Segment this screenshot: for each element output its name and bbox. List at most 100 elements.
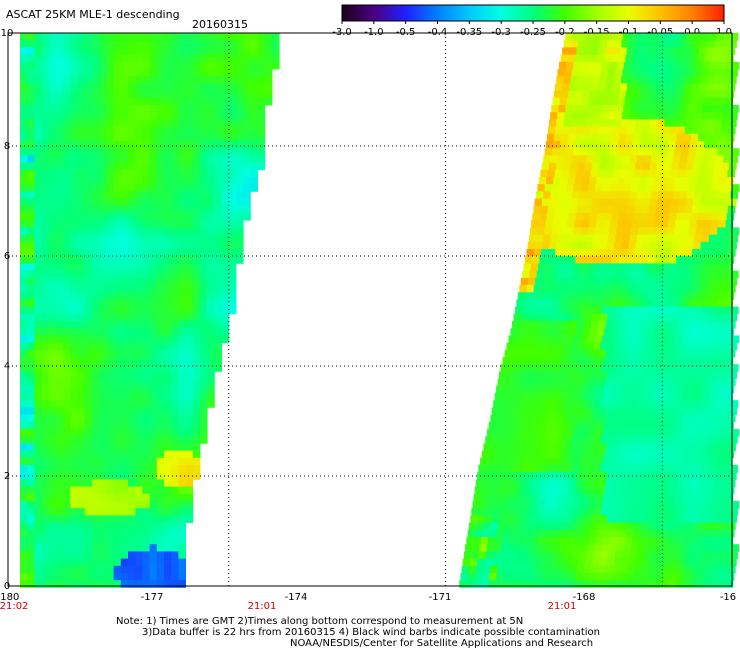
swath-cell <box>694 33 703 41</box>
swath-cell <box>488 537 496 545</box>
swath-cell <box>567 141 575 149</box>
swath-cell <box>618 213 627 221</box>
swath-cell <box>99 436 107 444</box>
swath-cell <box>543 306 552 315</box>
swath-cell <box>250 69 258 77</box>
swath-cell <box>70 457 78 466</box>
swath-cell <box>713 378 722 387</box>
swath-cell <box>499 551 508 559</box>
swath-cell <box>694 508 703 516</box>
swath-cell <box>580 148 589 156</box>
swath-cell <box>684 522 693 531</box>
swath-cell <box>99 573 107 581</box>
swath-cell <box>84 227 93 235</box>
swath-cell <box>106 285 114 293</box>
swath-cell <box>639 493 647 502</box>
swath-cell <box>719 573 728 581</box>
swath-cell <box>185 349 194 358</box>
swath-cell <box>662 169 671 178</box>
swath-cell <box>135 191 143 199</box>
swath-cell <box>535 407 543 415</box>
swath-cell <box>704 220 712 228</box>
swath-cell <box>34 198 42 207</box>
swath-cell <box>513 371 521 379</box>
swath-cell <box>113 565 122 574</box>
swath-cell <box>592 241 601 250</box>
swath-cell <box>113 328 122 336</box>
swath-cell <box>207 285 215 293</box>
swath-cell <box>171 105 179 113</box>
swath-cell <box>149 493 158 502</box>
swath-cell <box>221 292 230 300</box>
swath-cell <box>106 299 114 307</box>
swath-cell <box>712 292 720 300</box>
swath-cell <box>135 493 143 502</box>
swath-cell <box>135 385 143 394</box>
swath-cell <box>84 378 93 387</box>
swath-cell <box>128 328 136 336</box>
swath-cell <box>20 119 28 127</box>
swath-cell <box>171 112 179 120</box>
swath-cell <box>149 357 158 365</box>
swath-cell <box>603 177 612 185</box>
swath-cell <box>692 565 700 574</box>
swath-cell <box>171 299 179 307</box>
swath-cell <box>676 385 684 394</box>
swath-cell <box>662 573 670 581</box>
swath-cell <box>92 54 100 63</box>
swath-cell <box>551 105 559 113</box>
swath-cell <box>41 349 50 358</box>
swath-cell <box>640 529 649 538</box>
swath-cell <box>171 54 179 63</box>
swath-cell <box>558 501 567 509</box>
swath-cell <box>674 457 683 466</box>
swath-cell <box>20 522 28 531</box>
swath-cell <box>619 205 628 214</box>
swath-cell <box>693 40 701 48</box>
swath-cell <box>92 328 100 336</box>
swath-cell <box>588 393 596 401</box>
swath-cell <box>164 155 172 163</box>
swath-cell <box>156 321 165 329</box>
swath-cell <box>536 364 545 372</box>
swath-cell <box>635 558 644 567</box>
swath-cell <box>535 371 543 379</box>
swath-cell <box>171 349 179 358</box>
swath-cell <box>662 133 670 142</box>
swath-cell <box>48 551 57 559</box>
swath-cell <box>92 371 100 379</box>
swath-cell <box>671 40 680 48</box>
swath-cell <box>616 544 624 552</box>
swath-cell <box>56 191 64 199</box>
swath-cell <box>605 321 614 329</box>
swath-cell <box>142 162 150 171</box>
swath-cell <box>687 69 695 77</box>
swath-cell <box>142 33 150 41</box>
swath-cell <box>142 321 150 329</box>
swath-cell <box>526 321 535 329</box>
swath-cell <box>726 256 735 264</box>
swath-cell <box>236 33 244 41</box>
swath-cell <box>499 515 507 523</box>
swath-cell <box>654 292 663 300</box>
swath-cell <box>604 256 612 264</box>
swath-cell <box>41 90 50 99</box>
swath-cell <box>41 299 50 307</box>
swath-cell <box>689 220 698 228</box>
swath-cell <box>601 105 610 113</box>
swath-cell <box>565 364 573 372</box>
swath-cell <box>700 162 708 171</box>
swath-cell <box>106 580 114 588</box>
swath-cell <box>615 234 623 243</box>
swath-cell <box>178 126 186 135</box>
swath-cell <box>584 285 592 293</box>
swath-cell <box>683 385 691 394</box>
swath-cell <box>660 263 668 271</box>
swath-cell <box>34 378 42 387</box>
swath-cell <box>575 421 583 430</box>
swath-cell <box>214 263 222 271</box>
swath-cell <box>207 141 215 149</box>
swath-cell <box>556 515 565 523</box>
swath-cell <box>461 565 470 574</box>
swath-cell <box>703 97 712 106</box>
